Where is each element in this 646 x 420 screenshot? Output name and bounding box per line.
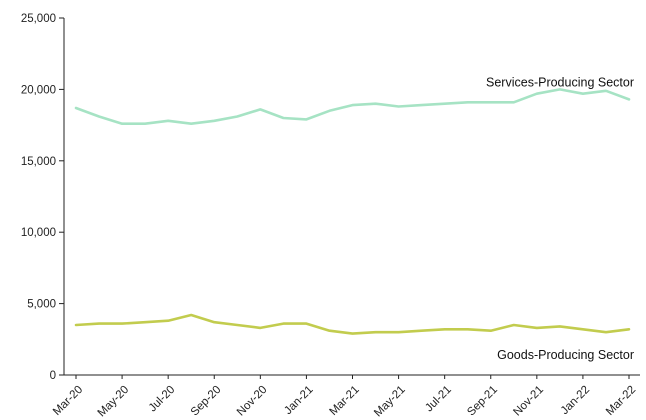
x-tick-label: Jan-21 [282,384,315,417]
series-line-goods [74,313,631,335]
y-tick-label: 20,000 [21,84,56,96]
series-lines [74,88,631,335]
y-tick-label: 5,000 [27,299,56,311]
x-tick-label: May-20 [96,384,132,420]
x-tick-label: Jan-22 [559,384,592,417]
y-tick-label: 10,000 [21,227,56,239]
x-axis-ticks: Mar-20 May-20 Jul-20 Sep-20 Nov-20 Jan-21 Mar-… [51,375,638,419]
x-tick-label: Mar-21 [327,384,361,418]
series-label-services: Services-Producing Sector [486,75,634,89]
series-line-services [74,88,631,125]
x-tick-label: May-21 [372,384,408,420]
y-axis-ticks: 0 5,000 10,000 15,000 20,000 25,000 [21,13,64,382]
y-tick-label: 25,000 [21,13,56,25]
x-tick-label: Jul-21 [423,384,454,415]
x-tick-label: Nov-20 [235,384,270,419]
y-tick-label: 0 [50,370,56,382]
x-tick-label: Mar-22 [604,384,638,418]
x-tick-label: Mar-20 [51,384,85,418]
x-tick-label: Sep-21 [465,384,500,419]
x-tick-label: Sep-20 [189,384,224,419]
y-tick-label: 15,000 [21,156,56,168]
x-tick-label: Jul-20 [147,384,178,415]
x-tick-label: Nov-21 [511,384,546,419]
series-label-goods: Goods-Producing Sector [497,348,634,362]
